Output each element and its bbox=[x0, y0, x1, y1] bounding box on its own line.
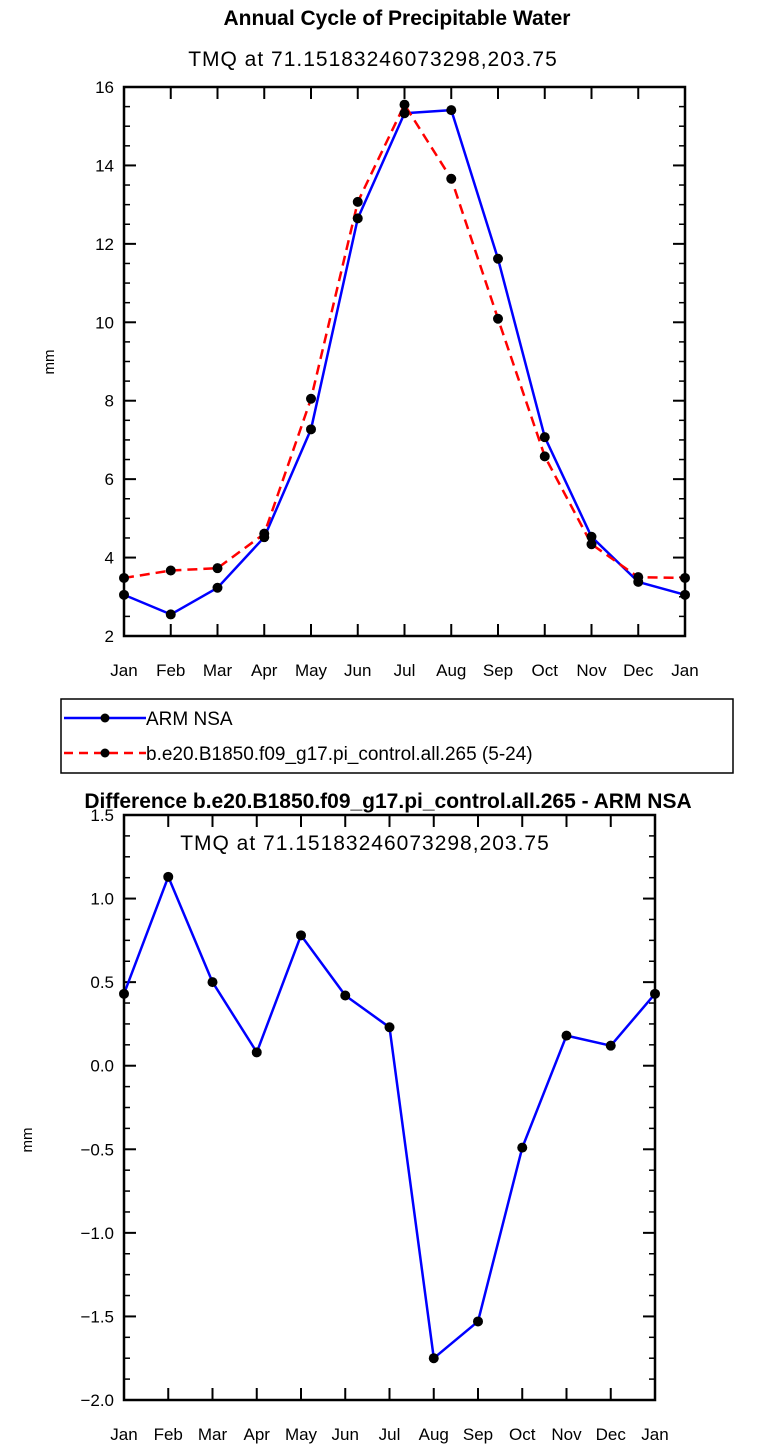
x-tick-label: Feb bbox=[154, 1425, 183, 1444]
x-tick-label: Aug bbox=[419, 1425, 449, 1444]
plot-area: −2.0 −1.5 −1.0 −0.5 0.0 0.5 1.0 1.5 Jan Feb Mar Apr… bbox=[80, 806, 668, 1444]
chart-subtitle: TMQ at 71.15183246073298,203.75 bbox=[188, 48, 558, 71]
y-tick-label: 14 bbox=[95, 156, 114, 175]
y-tick-label: 4 bbox=[105, 549, 114, 568]
x-tick-label: Jul bbox=[394, 661, 416, 680]
x-tick-label: Sep bbox=[483, 661, 513, 680]
data-point bbox=[165, 565, 176, 576]
data-point bbox=[446, 173, 457, 184]
data-point bbox=[539, 451, 550, 462]
legend-box bbox=[60, 698, 734, 774]
y-tick-label: 0.5 bbox=[90, 973, 114, 992]
data-point bbox=[207, 977, 218, 988]
y-tick-label: −1.5 bbox=[80, 1307, 114, 1326]
y-tick-label: −2.0 bbox=[80, 1391, 114, 1410]
x-tick-label: Jan bbox=[641, 1425, 668, 1444]
plot-frame bbox=[122, 85, 687, 638]
data-point bbox=[493, 253, 503, 264]
x-tick-label: Jan bbox=[110, 661, 137, 680]
y-tick-label: 12 bbox=[95, 235, 114, 254]
legend: ARM NSA b.e20.B1850.f09_g17.pi_control.a… bbox=[60, 698, 734, 774]
data-point bbox=[212, 582, 223, 593]
y-tick-label: 0.0 bbox=[90, 1057, 114, 1076]
legend-marker-arm-nsa bbox=[100, 713, 110, 723]
data-point bbox=[384, 1022, 395, 1033]
x-tick-label: Dec bbox=[596, 1425, 627, 1444]
data-point bbox=[399, 99, 410, 110]
data-point bbox=[165, 609, 176, 620]
y-tick-label: 6 bbox=[105, 470, 114, 489]
difference-panel: Difference b.e20.B1850.f09_g17.pi_contro… bbox=[19, 790, 692, 1444]
data-point bbox=[296, 930, 306, 941]
legend-label-model: b.e20.B1850.f09_g17.pi_control.all.265 (… bbox=[146, 744, 533, 765]
y-tick-label: 10 bbox=[95, 313, 114, 332]
plot-area: 2 4 6 8 10 12 14 16 Jan Feb Mar Apr May Jun Jul Aug Sep O… bbox=[95, 78, 699, 680]
data-point bbox=[561, 1030, 572, 1041]
legend-marker-model bbox=[100, 748, 110, 758]
x-tick-label: Dec bbox=[623, 661, 654, 680]
x-tick-label: Feb bbox=[156, 661, 185, 680]
legend-label-arm-nsa: ARM NSA bbox=[146, 709, 233, 730]
x-tick-label: Mar bbox=[198, 1425, 228, 1444]
x-tick-label: Jun bbox=[332, 1425, 359, 1444]
data-point bbox=[306, 393, 316, 404]
x-tick-label: Oct bbox=[509, 1425, 536, 1444]
data-point bbox=[352, 213, 363, 224]
data-point bbox=[352, 196, 363, 207]
data-point bbox=[633, 572, 644, 583]
data-point bbox=[340, 990, 351, 1001]
data-point bbox=[163, 871, 174, 882]
data-point bbox=[428, 1353, 439, 1364]
series-line-0 bbox=[122, 875, 656, 1360]
x-tick-label: Nov bbox=[551, 1425, 582, 1444]
data-point bbox=[251, 1047, 262, 1058]
x-tick-label: Apr bbox=[244, 1425, 271, 1444]
data-point bbox=[493, 313, 503, 324]
data-point bbox=[212, 563, 223, 574]
y-axis-label: mm bbox=[19, 1128, 36, 1153]
x-tick-label: May bbox=[285, 1425, 318, 1444]
chart-title: Difference b.e20.B1850.f09_g17.pi_contro… bbox=[84, 790, 691, 813]
x-tick-label: Oct bbox=[532, 661, 559, 680]
data-point bbox=[399, 108, 410, 119]
y-tick-label: 1.0 bbox=[90, 890, 114, 909]
data-point bbox=[517, 1142, 528, 1153]
x-tick-label: May bbox=[295, 661, 328, 680]
y-tick-label: 2 bbox=[105, 627, 114, 646]
data-point bbox=[446, 105, 457, 116]
data-point bbox=[306, 424, 316, 435]
y-tick-label: −1.0 bbox=[80, 1224, 114, 1243]
x-tick-label: Jul bbox=[379, 1425, 401, 1444]
chart-subtitle: TMQ at 71.15183246073298,203.75 bbox=[180, 832, 550, 855]
data-point bbox=[539, 432, 550, 443]
y-tick-label: 16 bbox=[95, 78, 114, 97]
x-tick-label: Jan bbox=[110, 1425, 137, 1444]
y-tick-label: 1.5 bbox=[90, 806, 114, 825]
y-tick-label: −0.5 bbox=[80, 1140, 114, 1159]
x-tick-label: Jan bbox=[671, 661, 698, 680]
data-point bbox=[586, 539, 597, 550]
x-tick-label: Mar bbox=[203, 661, 233, 680]
series-line-1 bbox=[123, 103, 686, 580]
x-tick-label: Jun bbox=[344, 661, 371, 680]
plot-frame bbox=[122, 813, 657, 1402]
x-tick-label: Nov bbox=[576, 661, 607, 680]
y-tick-label: 8 bbox=[105, 392, 114, 411]
data-point bbox=[473, 1316, 483, 1327]
x-tick-label: Apr bbox=[251, 661, 278, 680]
annual-cycle-panel: Annual Cycle of Precipitable Water TMQ a… bbox=[41, 7, 699, 680]
data-point bbox=[586, 531, 597, 542]
chart-title: Annual Cycle of Precipitable Water bbox=[224, 7, 571, 30]
data-point bbox=[605, 1040, 616, 1051]
y-axis-label: mm bbox=[41, 350, 58, 375]
x-tick-label: Sep bbox=[463, 1425, 493, 1444]
series-line-0 bbox=[123, 108, 686, 616]
x-tick-label: Aug bbox=[436, 661, 466, 680]
data-point bbox=[259, 528, 270, 539]
